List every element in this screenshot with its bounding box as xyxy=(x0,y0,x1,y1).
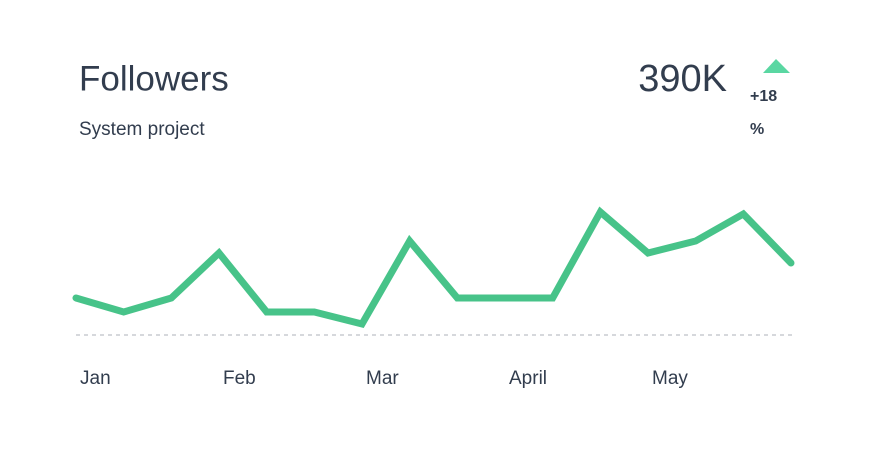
stat-value: 390K xyxy=(638,58,727,100)
chart-title: Followers xyxy=(79,59,229,98)
x-tick-label: May xyxy=(652,368,688,389)
x-tick-label: Jan xyxy=(80,368,111,389)
x-tick-label: Mar xyxy=(366,368,399,389)
x-tick-label: Feb xyxy=(223,368,256,389)
stat-change: +18 % xyxy=(750,88,778,138)
chart-subtitle: System project xyxy=(79,119,205,140)
line xyxy=(72,206,795,329)
change-box: +18 % xyxy=(750,88,778,138)
x-tick-label: April xyxy=(509,368,547,389)
trend-arrow xyxy=(763,59,790,73)
